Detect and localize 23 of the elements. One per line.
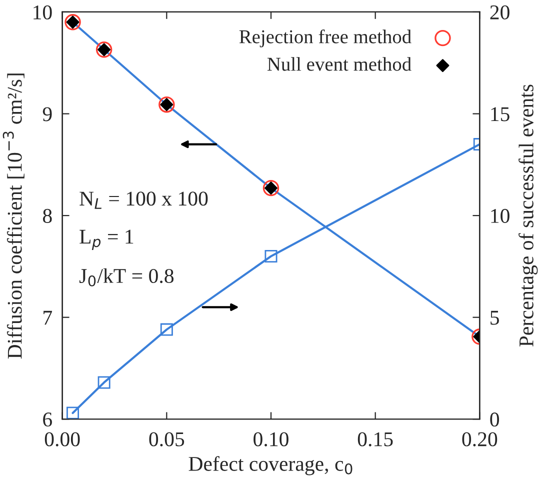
y-tick-label: 6 [43,412,52,427]
x-tick-label: 0.10 [254,432,288,446]
annotation: N$_{L}$ = 100 x 100 [80,192,208,209]
y-tick-label: 7 [44,310,52,325]
annotation: J$_{0}$/kT = 0.8 [79,268,174,286]
y-tick-label: 9 [42,107,52,122]
y2-tick-label: 15 [491,107,510,122]
y2-tick-label: 0 [490,412,500,427]
x-tick-label: 0.00 [44,432,80,446]
y2-tick-label: 10 [491,208,510,223]
x-tick-label: 0.15 [358,432,393,446]
legend-label: Rejection free method [239,29,412,48]
y-axis-title: Diffusion coefficient [10$^{−3}$ cm²/s] [2,74,24,359]
y2-tick-label: 5 [490,310,499,325]
y-tick-label: 10 [34,5,52,20]
y2-tick-label: 20 [490,5,510,20]
y-tick-label: 8 [42,208,52,223]
annotation: L$_{p}$ = 1 [80,230,134,250]
y2-axis-title: Percentage of successful events [518,84,538,347]
x-tick-label: 0.20 [462,432,498,446]
x-tick-label: 0.05 [149,432,184,446]
legend-label: Null event method [267,57,412,71]
x-axis-title: Defect coverage, c$_{0}$ [188,456,352,476]
